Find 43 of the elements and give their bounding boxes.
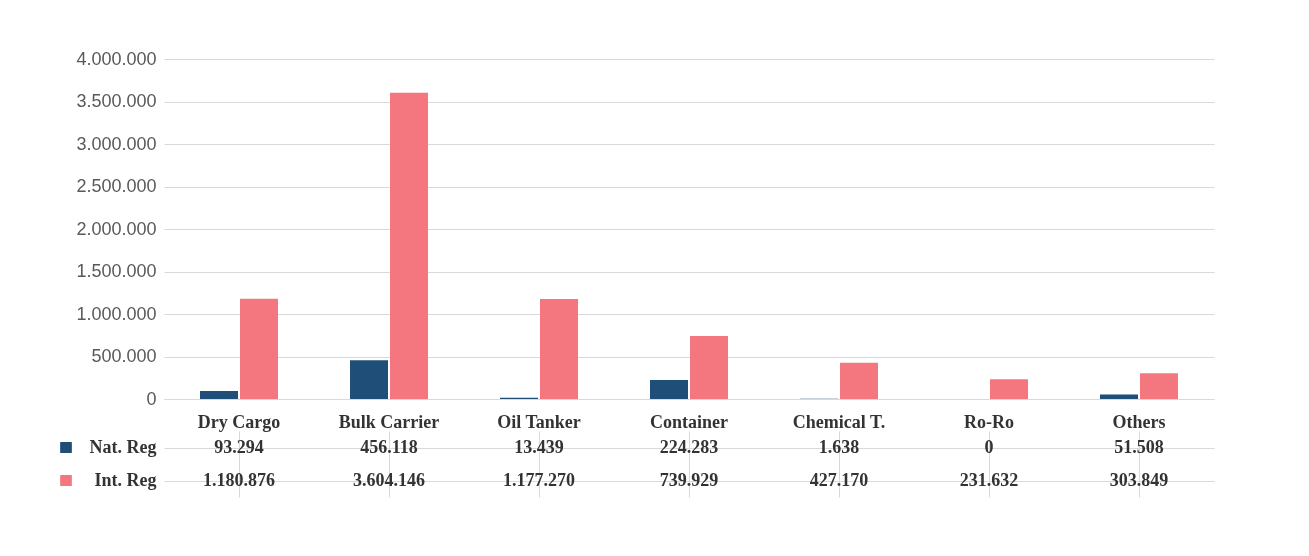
- x-tick-label: Container: [650, 411, 728, 432]
- y-tick-label: 3.000.000: [76, 133, 157, 154]
- data-label: 231.632: [959, 469, 1019, 490]
- y-tick-label: 4.000.000: [76, 48, 157, 69]
- x-tick-label: Ro-Ro: [964, 411, 1014, 432]
- y-tick-label: 2.500.000: [76, 176, 157, 196]
- bar: [1140, 373, 1178, 399]
- y-tick-label: 3.500.000: [76, 91, 157, 111]
- bar: [350, 360, 388, 399]
- legend-label: Int. Reg: [94, 470, 157, 490]
- data-label: 1.638: [818, 436, 860, 457]
- x-tick-label: Chemical T.: [792, 411, 886, 432]
- bar: [990, 379, 1028, 399]
- data-label: 739.929: [659, 469, 719, 490]
- data-label: 456.118: [360, 436, 418, 457]
- bar: [200, 391, 238, 399]
- bar: [390, 92, 428, 399]
- y-tick-label: 1.000.000: [76, 303, 157, 324]
- data-label: 0: [984, 436, 994, 457]
- data-label: 3.604.146: [353, 469, 425, 490]
- data-label: 427.170: [809, 469, 869, 490]
- data-label: 1.177.270: [503, 469, 575, 490]
- x-tick-label: Bulk Carrier: [338, 411, 440, 432]
- y-tick-label: 2.000.000: [76, 218, 157, 239]
- y-tick-label: 500.000: [91, 346, 157, 366]
- data-label: 224.283: [659, 436, 719, 457]
- x-tick-label: Dry Cargo: [197, 411, 281, 432]
- bar: [840, 362, 878, 399]
- bar: [690, 336, 728, 399]
- bar: [540, 298, 578, 399]
- legend-label: Nat. Reg: [89, 437, 157, 457]
- data-label: 303.849: [1109, 469, 1169, 490]
- data-label: 1.180.876: [203, 469, 275, 490]
- data-label: 93.294: [214, 436, 264, 457]
- bar: [650, 379, 688, 399]
- x-tick-label: Others: [1112, 411, 1166, 432]
- bar: [240, 298, 278, 399]
- bar: [1100, 394, 1138, 399]
- y-tick-label: 0: [146, 388, 157, 409]
- data-label: 51.508: [1114, 436, 1164, 457]
- x-tick-label: Oil Tanker: [497, 411, 581, 432]
- data-label: 13.439: [514, 436, 564, 457]
- y-tick-label: 1.500.000: [76, 261, 157, 281]
